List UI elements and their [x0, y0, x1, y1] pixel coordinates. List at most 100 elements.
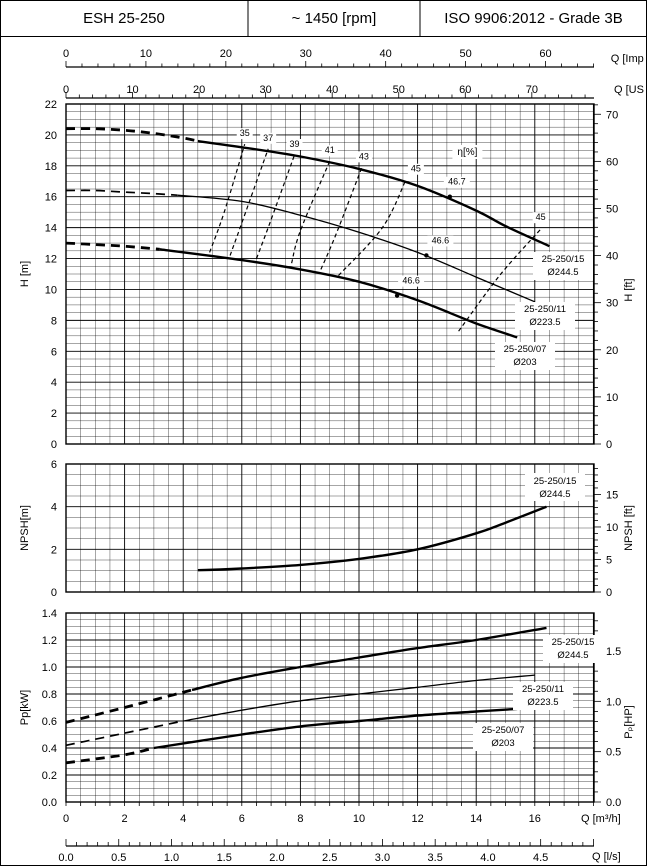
head-curve-25-250/11 [177, 194, 536, 303]
iso-efficiency-line-45 [338, 179, 407, 276]
bep-efficiency-label: 46.6 [402, 276, 420, 286]
power-y-tick-label: 0.6 [42, 716, 57, 728]
npsh-ft-tick-label: 0 [606, 587, 612, 599]
m3h-tick-label: 16 [529, 813, 541, 825]
head-y-tick-label: 14 [45, 223, 57, 235]
head-y-tick-label: 8 [51, 315, 57, 327]
head-curve-diameter-label: Ø203 [513, 357, 536, 368]
iso-efficiency-label: 41 [325, 145, 335, 155]
iso-label-bg [236, 128, 253, 140]
imp-gpm-tick-label: 50 [459, 48, 471, 60]
curve-label-bg [515, 302, 575, 330]
bep-efficiency-label: 46.6 [432, 235, 450, 245]
head-ft-tick-label: 60 [606, 156, 618, 168]
head-curve-25-250/15 [197, 139, 551, 248]
m3h-tick-label: 0 [63, 813, 69, 825]
power-curve-dashed-25-250/07 [65, 746, 155, 765]
us-gpm-tick-label: 20 [193, 84, 205, 96]
us-gpm-tick-label: 50 [393, 84, 405, 96]
npsh-panel-plot-frame [65, 463, 595, 593]
m3h-tick-label: 10 [353, 813, 365, 825]
iso-label-bg [321, 145, 338, 157]
head-y-tick-label: 0 [51, 439, 57, 451]
bep-label-bg [398, 275, 425, 287]
head-y-tick-label: 22 [45, 99, 57, 111]
npsh-ft-tick-label: 10 [606, 522, 618, 534]
ls-tick-label: 4.5 [533, 852, 548, 864]
imp-gpm-tick-label: 10 [140, 48, 152, 60]
power-curve-diameter-label: Ø203 [491, 738, 514, 749]
iso-efficiency-label: 35 [240, 128, 250, 138]
curve-label-bg [533, 252, 593, 280]
iso-label-bg [286, 139, 303, 150]
head-ft-tick-label: 50 [606, 203, 618, 215]
power-label-bg [473, 723, 533, 751]
ls-tick-label: 0.0 [58, 852, 73, 864]
npsh-curve-name-label: 25-250/15 [534, 476, 577, 487]
imp-gpm-tick-label: 0 [63, 48, 69, 60]
iso-efficiency-line-41 [291, 160, 331, 264]
head-y-tick-label: 18 [45, 161, 57, 173]
iso-efficiency-label: 37 [263, 133, 273, 143]
power-curve-25-250/15 [191, 626, 547, 692]
power-hp-tick-label: 0.0 [606, 797, 621, 809]
power-curve-name-label: 25-250/11 [522, 684, 564, 695]
power-hp-tick-label: 1.5 [606, 646, 621, 658]
head-ft-tick-label: 40 [606, 251, 618, 263]
iso-efficiency-line-43 [320, 167, 363, 270]
head-ft-tick-label: 30 [606, 298, 618, 310]
imp-gpm-tick-label: 20 [220, 48, 232, 60]
ls-tick-label: 2.5 [322, 852, 337, 864]
head-panel-plot-frame [65, 103, 595, 445]
eta-label-bg [452, 145, 483, 159]
npsh-y-axis-label: NPSH[m] [19, 505, 31, 551]
npsh-label-bg [525, 473, 585, 501]
power-hp-axis-label: Pₚ[HP] [623, 705, 635, 738]
ls-tick-label: 4.0 [480, 852, 495, 864]
power-y-tick-label: 1.4 [42, 608, 57, 620]
bep-point [394, 293, 400, 298]
bep-efficiency-label: 46.7 [448, 177, 466, 187]
head-y-tick-label: 2 [51, 408, 57, 420]
npsh-y-tick-label: 4 [51, 502, 57, 514]
bep-label-bg [427, 235, 454, 247]
bep-label-bg [443, 176, 470, 188]
m3h-tick-label: 6 [239, 813, 245, 825]
head-ft-axis-label: H [ft] [623, 278, 635, 301]
iso-label-bg [407, 163, 424, 175]
power-y-tick-label: 1.0 [42, 662, 57, 674]
power-y-axis-label: Pp[kW] [19, 690, 31, 725]
m3h-axis-label: Q [m³/h] [581, 813, 621, 825]
npsh-ft-axis-label: NPSH [ft] [623, 505, 635, 551]
iso-label-bg [532, 212, 549, 224]
ls-tick-label: 1.5 [217, 852, 232, 864]
npsh-curve-diameter-label: Ø244.5 [539, 489, 570, 500]
power-hp-tick-label: 1.0 [606, 696, 621, 708]
ls-tick-label: 3.5 [428, 852, 443, 864]
bep-point [447, 194, 453, 199]
power-label-bg [513, 682, 573, 710]
npsh-y-tick-label: 0 [51, 587, 57, 599]
us-gpm-tick-label: 40 [326, 84, 338, 96]
head-ft-tick-label: 0 [606, 439, 612, 451]
power-curve-name-label: 25-250/07 [482, 725, 525, 736]
us-gpm-tick-label: 70 [526, 84, 538, 96]
m3h-tick-label: 4 [180, 813, 186, 825]
curve-label-bg [495, 342, 555, 370]
ls-tick-label: 3.0 [375, 852, 390, 864]
efficiency-axis-label: η[%] [457, 147, 477, 158]
head-curve-diameter-label: Ø244.5 [547, 267, 578, 278]
npsh-curve-25-250/15 [197, 505, 547, 572]
imp-gpm-tick-label: 30 [300, 48, 312, 60]
iso-efficiency-line-37 [229, 148, 269, 256]
ls-tick-label: 0.5 [111, 852, 126, 864]
us-gpm-tick-label: 60 [459, 84, 471, 96]
imp-gpm-tick-label: 40 [380, 48, 392, 60]
us-gpm-tick-label: 10 [126, 84, 138, 96]
head-curve-name-label: 25-250/07 [504, 344, 547, 355]
bep-point [424, 253, 429, 258]
head-y-tick-label: 20 [45, 130, 57, 142]
m3h-tick-label: 8 [297, 813, 303, 825]
power-curve-25-250/11 [183, 674, 535, 722]
